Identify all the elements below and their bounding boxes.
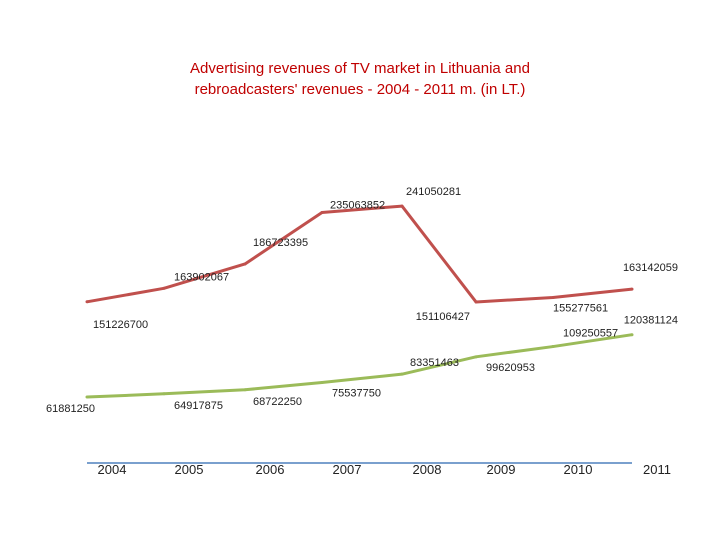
series-2-data-label: 64917875: [174, 400, 223, 412]
series-2-point: [320, 380, 324, 384]
series-2-data-label: 75537750: [332, 387, 381, 399]
series-1-point: [400, 204, 404, 208]
x-tick-label: 2007: [333, 462, 362, 477]
series-2-point: [551, 345, 555, 349]
chart-title-line-2: rebroadcasters' revenues - 2004 - 2011 m…: [194, 81, 526, 98]
chart-title-line-1: Advertising revenues of TV market in Lit…: [190, 60, 530, 77]
series-2-data-label: 83351463: [410, 357, 459, 369]
series-2-line: [86, 333, 633, 399]
series-1-data-label: 163142059: [623, 262, 678, 274]
series-2-point: [162, 392, 166, 396]
series-2-point: [400, 372, 404, 376]
x-tick-label: 2008: [413, 462, 442, 477]
series-1-data-label: 186723395: [253, 237, 308, 249]
x-tick-label: 2010: [564, 462, 593, 477]
series-1-point: [320, 210, 324, 214]
data-label-layer: 151226700 163902067 186723395 235063852 2410…: [46, 186, 678, 415]
series-2-data-label: 61881250: [46, 403, 95, 415]
series-2-point: [630, 333, 634, 337]
series-1-data-label: 235063852: [330, 199, 385, 211]
x-tick-label: 2004: [98, 462, 127, 477]
x-tick-label: 2006: [256, 462, 285, 477]
series-1-point: [630, 287, 634, 291]
series-2-data-label: 99620953: [486, 362, 535, 374]
series-1-point: [551, 295, 555, 299]
series-1-data-label: 151106427: [416, 311, 470, 323]
series-1-line: [86, 204, 633, 304]
series-1-data-label: 151226700: [93, 319, 148, 331]
series-1-data-label: 155277561: [553, 302, 608, 314]
series-2-data-label: 120381124: [624, 315, 678, 327]
series-1-point: [162, 286, 166, 290]
x-tick-label: 2011: [643, 462, 671, 477]
x-tick-label: 2009: [487, 462, 516, 477]
series-2-point: [243, 388, 247, 392]
series-2-data-label: 68722250: [253, 396, 302, 408]
series-1-data-label: 241050281: [406, 186, 461, 198]
series-1-data-label: 163902067: [174, 271, 229, 283]
series-2-data-label: 109250557: [563, 328, 618, 340]
series-2-point: [85, 395, 89, 399]
series-1-point: [85, 300, 89, 304]
series-layer: [85, 204, 634, 399]
series-1-point: [243, 262, 247, 266]
x-tick-label-layer: 2004 2005 2006 2007 2008 2009 2010 2011: [98, 462, 671, 477]
series-2-point: [474, 355, 478, 359]
series-1-point: [474, 300, 478, 304]
x-tick-label: 2005: [175, 462, 204, 477]
